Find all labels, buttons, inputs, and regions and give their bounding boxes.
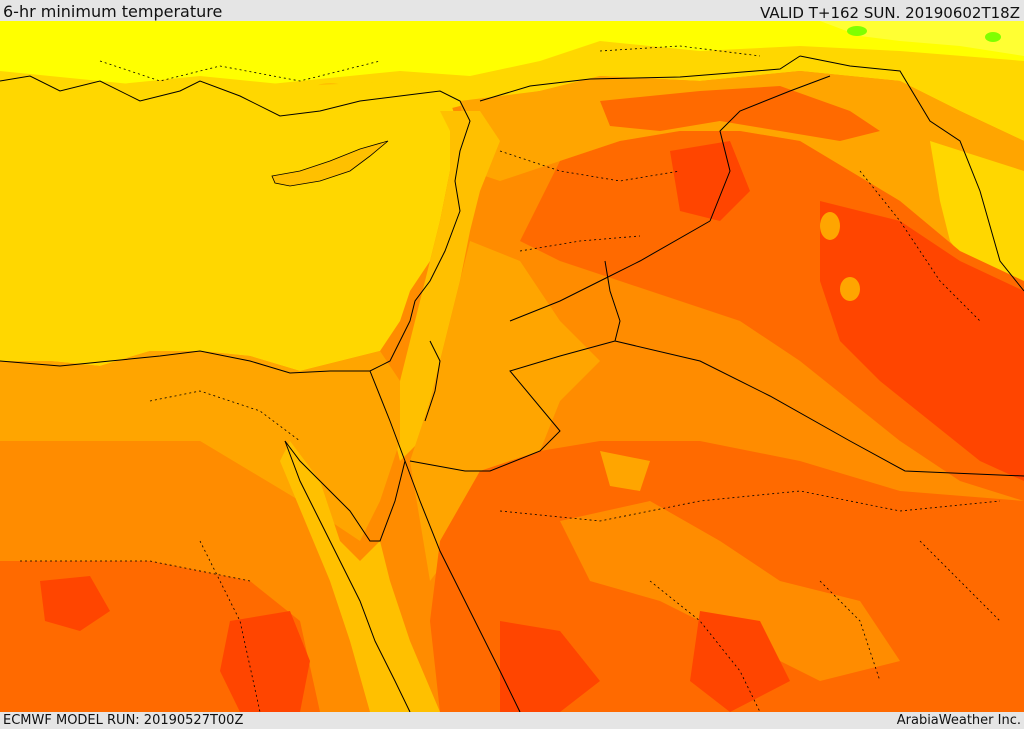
lake-2 — [840, 277, 860, 301]
coastlines — [0, 75, 521, 712]
saudi-cool-spot — [600, 451, 650, 491]
dotted-boundaries — [20, 45, 1001, 712]
north-yellow-zone — [0, 21, 1024, 91]
egypt-hot-spot-1 — [40, 576, 110, 631]
southern-iraq-hot-zone — [820, 201, 1024, 481]
map-title: 6-hr minimum temperature — [3, 2, 223, 21]
egypt-inland — [0, 441, 330, 581]
footer-bar: ECMWF MODEL RUN: 20190527T00Z ArabiaWeat… — [0, 712, 1024, 729]
red-sea — [280, 441, 440, 712]
green-patch-1 — [847, 26, 867, 36]
northeast-pale-zone — [820, 21, 1024, 56]
credit: ArabiaWeather Inc. — [896, 713, 1021, 728]
valid-time: VALID T+162 SUN. 20190602T18Z — [760, 4, 1020, 22]
saudi-orange-band — [560, 501, 900, 681]
upper-mesopotamia-orange — [460, 71, 1024, 281]
map-canvas — [0, 21, 1024, 712]
levant-strip — [390, 111, 500, 461]
northeast-dark-band — [600, 86, 880, 141]
model-run: ECMWF MODEL RUN: 20190527T00Z — [3, 713, 244, 728]
jordan-zone — [410, 241, 600, 581]
political-borders — [409, 55, 1024, 477]
cyprus — [271, 140, 389, 187]
saudi-hot-spot-1 — [500, 621, 600, 712]
iraq-hot-spot-1 — [670, 141, 750, 221]
saudi-hot-spot-2 — [690, 611, 790, 712]
egypt-hot-spot-2 — [220, 611, 310, 712]
green-patch-2 — [985, 32, 1001, 42]
header-bar: 6-hr minimum temperature VALID T+162 SUN… — [0, 0, 1024, 21]
temperature-map[interactable] — [0, 21, 1024, 712]
mediterranean-sea — [0, 76, 460, 371]
lake-1 — [820, 212, 840, 240]
